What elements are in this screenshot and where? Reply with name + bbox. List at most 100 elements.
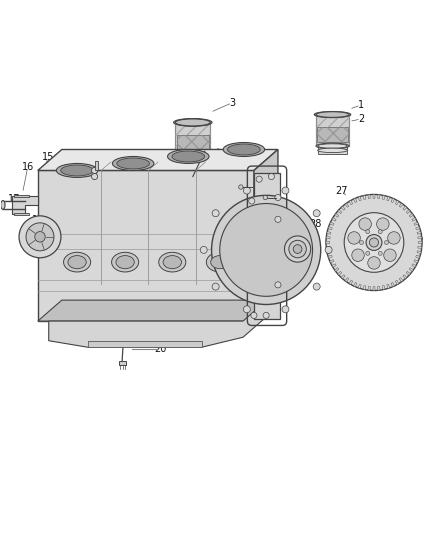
Ellipse shape [113, 157, 154, 171]
Wedge shape [406, 209, 410, 214]
Ellipse shape [227, 144, 260, 155]
Wedge shape [382, 286, 385, 289]
Circle shape [19, 216, 61, 258]
Wedge shape [373, 195, 375, 198]
Circle shape [285, 236, 311, 262]
Circle shape [256, 176, 262, 182]
Ellipse shape [61, 165, 93, 176]
Wedge shape [358, 284, 361, 288]
Bar [318, 150, 347, 154]
Wedge shape [387, 197, 390, 201]
Wedge shape [363, 195, 366, 199]
Circle shape [244, 306, 251, 313]
Circle shape [385, 240, 389, 245]
Circle shape [313, 209, 320, 217]
Wedge shape [330, 260, 334, 263]
Wedge shape [395, 200, 399, 205]
Bar [176, 168, 209, 172]
Text: 25: 25 [411, 233, 424, 243]
Circle shape [35, 231, 45, 242]
Wedge shape [418, 246, 422, 248]
Text: 18: 18 [32, 215, 44, 225]
Wedge shape [412, 264, 416, 268]
Wedge shape [341, 274, 345, 279]
Circle shape [313, 283, 320, 290]
Ellipse shape [176, 155, 209, 160]
Ellipse shape [1, 200, 5, 209]
Wedge shape [330, 222, 334, 225]
Wedge shape [417, 231, 421, 234]
Wedge shape [327, 251, 331, 254]
Ellipse shape [316, 143, 349, 149]
Circle shape [384, 249, 396, 262]
Wedge shape [353, 282, 357, 287]
Circle shape [268, 174, 275, 180]
Bar [95, 161, 98, 171]
Polygon shape [88, 341, 201, 348]
Bar [175, 123, 210, 157]
Ellipse shape [175, 119, 210, 126]
Polygon shape [254, 173, 280, 319]
Ellipse shape [223, 142, 265, 157]
Circle shape [92, 174, 98, 180]
Wedge shape [387, 284, 390, 288]
Ellipse shape [175, 119, 210, 126]
Circle shape [378, 252, 382, 255]
Bar [119, 361, 127, 365]
Circle shape [220, 204, 313, 296]
Bar [14, 213, 29, 215]
Bar [316, 115, 349, 146]
Ellipse shape [159, 252, 186, 272]
Circle shape [378, 230, 382, 233]
Circle shape [200, 246, 207, 253]
Text: 23: 23 [257, 266, 269, 276]
Bar [176, 157, 209, 161]
Text: 1: 1 [358, 100, 364, 110]
Circle shape [370, 238, 378, 247]
Wedge shape [414, 260, 418, 263]
Ellipse shape [117, 158, 149, 169]
Circle shape [249, 198, 255, 204]
Text: 17: 17 [7, 194, 20, 204]
Text: 16: 16 [21, 162, 34, 172]
Polygon shape [38, 149, 278, 171]
Wedge shape [399, 278, 403, 282]
Text: 12: 12 [208, 170, 221, 180]
Circle shape [344, 213, 404, 272]
Text: 21: 21 [182, 308, 194, 317]
Circle shape [293, 245, 302, 253]
Wedge shape [368, 286, 370, 290]
Ellipse shape [211, 256, 229, 269]
Ellipse shape [68, 256, 86, 269]
Wedge shape [368, 195, 370, 199]
Wedge shape [332, 217, 336, 221]
Text: 11: 11 [160, 156, 173, 166]
Ellipse shape [176, 164, 209, 169]
Text: 22: 22 [254, 293, 267, 303]
Circle shape [212, 283, 219, 290]
Ellipse shape [116, 256, 134, 269]
Wedge shape [345, 203, 349, 207]
Wedge shape [409, 268, 413, 271]
Circle shape [263, 312, 269, 318]
Bar [177, 135, 209, 152]
Wedge shape [345, 278, 349, 282]
Wedge shape [338, 209, 342, 214]
Ellipse shape [316, 112, 349, 117]
Text: 27: 27 [335, 187, 347, 196]
Text: 19: 19 [112, 336, 124, 346]
Polygon shape [38, 300, 278, 321]
Bar [318, 146, 347, 149]
Wedge shape [403, 274, 407, 279]
Circle shape [366, 230, 370, 233]
Wedge shape [414, 222, 418, 225]
Wedge shape [335, 268, 339, 271]
Circle shape [239, 185, 243, 189]
Wedge shape [363, 286, 366, 289]
Bar [175, 123, 210, 157]
Wedge shape [406, 271, 410, 276]
Ellipse shape [173, 118, 212, 126]
Text: 14: 14 [67, 165, 79, 175]
Wedge shape [326, 246, 330, 248]
Wedge shape [416, 227, 420, 230]
